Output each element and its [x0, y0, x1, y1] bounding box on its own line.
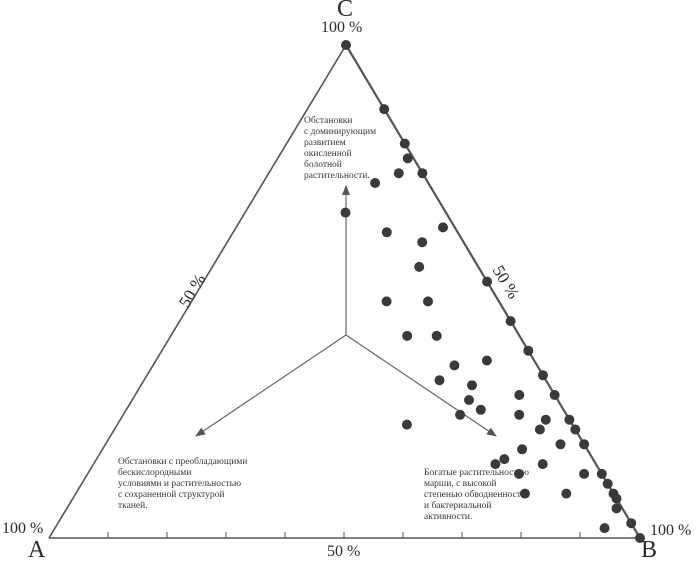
data-point — [401, 419, 412, 430]
data-point — [438, 222, 448, 233]
data-point — [381, 227, 392, 238]
arrow-left — [195, 334, 347, 437]
data-point — [537, 459, 548, 470]
data-point — [534, 424, 545, 435]
data-point — [482, 276, 493, 287]
data-point — [564, 414, 575, 425]
data-point — [579, 468, 590, 479]
data-point — [505, 316, 516, 327]
data-point — [514, 468, 524, 479]
base-ticks — [107, 532, 581, 538]
data-point — [467, 380, 477, 391]
arrow-right — [345, 334, 497, 437]
data-point — [449, 360, 460, 371]
data-point — [538, 370, 548, 381]
data-point — [599, 523, 610, 534]
a-percent-label: 100 % — [2, 520, 44, 537]
data-point — [555, 439, 566, 450]
ab-midpoint-label: 50 % — [327, 543, 361, 560]
c-percent-label: 100 % — [321, 19, 363, 36]
data-point — [399, 138, 410, 149]
b-percent-label: 100 % — [650, 522, 692, 539]
edge-bc — [345, 44, 641, 539]
data-point — [402, 153, 413, 164]
data-point — [611, 503, 622, 514]
data-point — [602, 478, 613, 489]
data-points — [340, 40, 645, 543]
data-point — [635, 533, 645, 543]
data-point — [519, 488, 530, 499]
data-point — [417, 168, 428, 179]
data-point — [475, 404, 486, 415]
vertex-a-label: A — [28, 537, 46, 563]
data-point — [514, 390, 525, 400]
edge-ac — [48, 44, 347, 539]
data-point — [434, 375, 445, 386]
data-point — [611, 493, 622, 504]
data-point — [626, 518, 637, 529]
data-point — [379, 104, 390, 115]
data-point — [540, 414, 551, 425]
data-point — [414, 261, 425, 272]
data-point — [517, 444, 528, 455]
data-point — [499, 454, 510, 465]
data-point — [561, 488, 572, 499]
data-point — [549, 390, 560, 400]
data-point — [514, 409, 525, 420]
data-point — [481, 355, 492, 366]
data-point — [490, 459, 501, 470]
data-point — [417, 237, 428, 248]
data-point — [340, 207, 351, 218]
data-point — [464, 395, 474, 405]
data-point — [431, 330, 442, 341]
data-point — [455, 409, 466, 420]
note-top: Обстановки с доминирующим развитием окис… — [304, 116, 377, 181]
data-point — [341, 40, 351, 50]
data-point — [523, 345, 534, 356]
data-point — [393, 168, 404, 179]
data-point — [381, 296, 392, 307]
data-point — [596, 468, 607, 479]
data-point — [423, 296, 433, 307]
vertex-c-label: C — [337, 0, 354, 22]
data-point — [370, 178, 381, 188]
data-point — [579, 439, 590, 450]
vertex-b-label: B — [641, 537, 658, 563]
note-right: Богатые растительностью марши, с высокой… — [424, 468, 529, 522]
note-left: Обстановки с преобладающими бескислородн… — [118, 457, 248, 511]
data-point — [402, 330, 413, 341]
data-point — [570, 424, 581, 435]
